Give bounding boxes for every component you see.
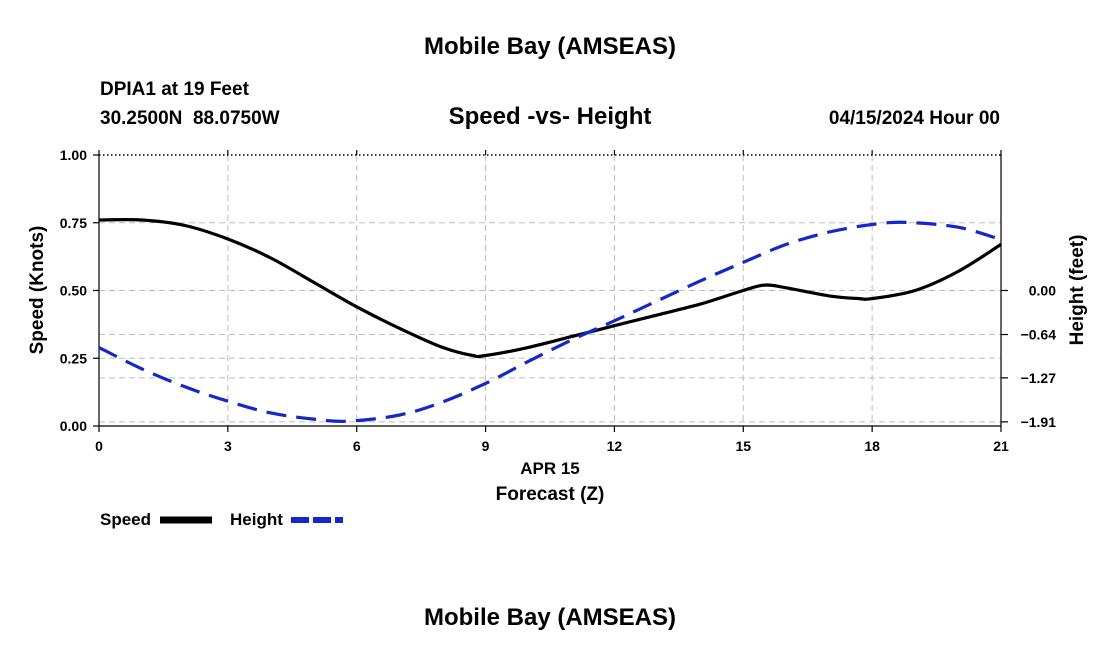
x-tick-label-6: 6 bbox=[353, 438, 361, 454]
y-right-tick-label-1: −0.64 bbox=[1021, 327, 1057, 343]
x-tick-label-18: 18 bbox=[864, 438, 880, 454]
x-tick-label-0: 0 bbox=[95, 438, 103, 454]
y-left-tick-label-3: 0.75 bbox=[60, 215, 87, 231]
x-tick-label-21: 21 bbox=[993, 438, 1009, 454]
y-right-tick-label-2: −1.27 bbox=[1021, 370, 1057, 386]
footer-title: Mobile Bay (AMSEAS) bbox=[424, 604, 676, 631]
date-label: APR 15 bbox=[520, 459, 580, 478]
x-tick-label-12: 12 bbox=[607, 438, 623, 454]
coordinates-label: 30.2500N 88.0750W bbox=[100, 108, 280, 129]
y-left-tick-label-4: 1.00 bbox=[60, 147, 87, 163]
y-axis-left-label: Speed (Knots) bbox=[27, 226, 48, 355]
legend-height-label: Height bbox=[230, 510, 283, 529]
height-series-line bbox=[98, 220, 1002, 423]
y-axis-right-label: Height (feet) bbox=[1067, 235, 1088, 346]
y-right-tick-label-0: 0.00 bbox=[1029, 283, 1056, 299]
y-right-tick-label-3: −1.91 bbox=[1021, 414, 1057, 430]
grid bbox=[99, 155, 1001, 426]
datetime-label: 04/15/2024 Hour 00 bbox=[829, 108, 1000, 129]
y-left-tick-label-1: 0.25 bbox=[60, 350, 87, 366]
legend-speed-label: Speed bbox=[100, 510, 151, 529]
station-label: DPIA1 at 19 Feet bbox=[100, 79, 250, 100]
x-tick-label-15: 15 bbox=[735, 438, 751, 454]
x-tick-label-3: 3 bbox=[224, 438, 232, 454]
y-left-tick-label-0: 0.00 bbox=[60, 418, 87, 434]
axis-ticks: 0 3 6 9 12 15 18 21 0.00 0.25 0.50 0.75 1.00 0.00 −0.6… bbox=[60, 147, 1056, 454]
x-tick-label-9: 9 bbox=[482, 438, 490, 454]
y-left-tick-label-2: 0.50 bbox=[60, 283, 87, 299]
chart-subtitle: Speed -vs- Height bbox=[449, 103, 652, 130]
legend: Speed Height bbox=[100, 510, 343, 529]
x-axis-label: Forecast (Z) bbox=[496, 484, 605, 505]
speed-series-line bbox=[98, 218, 1002, 359]
chart-title: Mobile Bay (AMSEAS) bbox=[424, 33, 676, 60]
